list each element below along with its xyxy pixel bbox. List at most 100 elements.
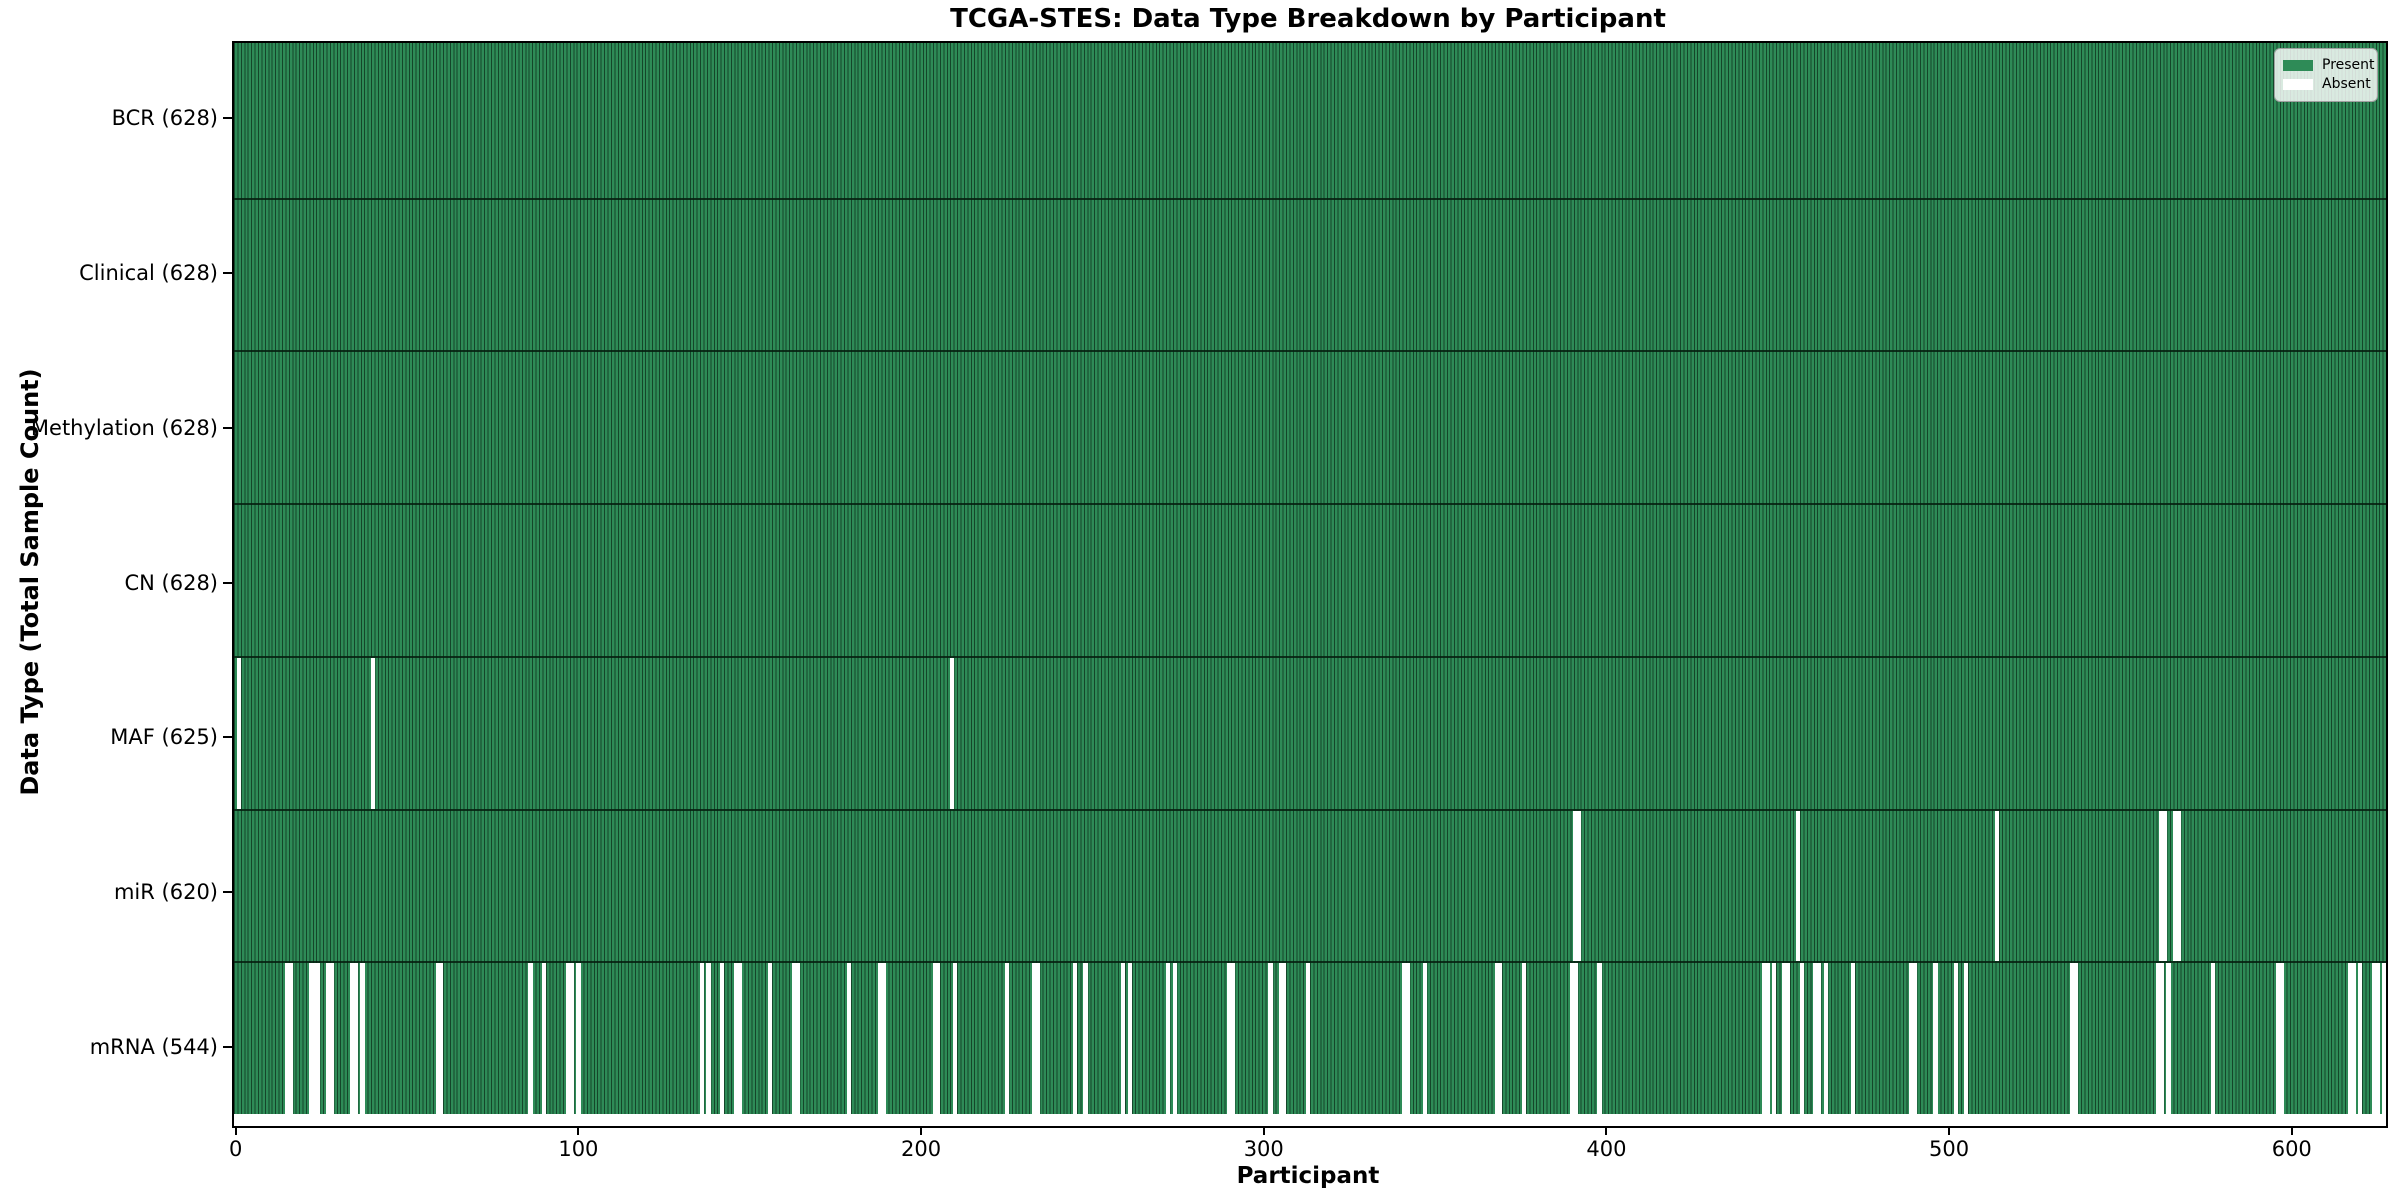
absent-gap	[706, 963, 711, 1114]
absent-gap	[877, 963, 883, 1114]
absent-gap	[1816, 963, 1822, 1114]
absent-gap	[1912, 963, 1917, 1114]
absent-gap	[2073, 963, 2079, 1114]
absent-gap	[1573, 810, 1578, 962]
absent-gap	[1799, 963, 1804, 1114]
absent-gap	[846, 963, 852, 1114]
absent-gap	[881, 963, 886, 1114]
y-tick-label-Methylation: Methylation (628)	[30, 415, 218, 440]
absent-gap	[1953, 963, 1959, 1114]
row-band-Methylation	[234, 350, 2386, 504]
x-tick-label-300: 300	[1243, 1137, 1284, 1161]
absent-gap	[542, 963, 547, 1114]
row-band-CN	[234, 503, 2386, 656]
absent-gap	[1570, 963, 1575, 1114]
absent-gap	[2351, 963, 2356, 1114]
x-axis-title: Participant	[1236, 1163, 1380, 1189]
absent-gap	[1405, 963, 1410, 1114]
y-tick-mark	[223, 426, 232, 429]
absent-gap	[1121, 963, 1126, 1114]
absent-gap	[439, 963, 444, 1114]
absent-gap	[2159, 963, 2164, 1114]
absent-gap	[2156, 963, 2161, 1114]
absent-gap	[2347, 963, 2353, 1114]
x-tick-mark	[234, 1126, 237, 1135]
absent-gap	[720, 963, 725, 1114]
y-tick-label-CN: CN (628)	[124, 570, 218, 595]
absent-gap	[1494, 963, 1499, 1114]
legend-swatch-present	[2283, 60, 2313, 71]
absent-gap	[1306, 963, 1311, 1114]
absent-gap	[435, 963, 441, 1114]
absent-gap	[329, 963, 334, 1114]
absent-gap	[370, 657, 375, 809]
absent-gap	[792, 963, 797, 1114]
x-tick-mark	[1262, 1126, 1265, 1135]
y-tick-mark	[223, 117, 232, 120]
absent-gap	[2275, 963, 2281, 1114]
absent-gap	[360, 963, 365, 1114]
absent-gap	[569, 963, 574, 1114]
absent-gap	[1268, 963, 1273, 1114]
absent-gap	[1004, 963, 1009, 1114]
absent-gap	[936, 963, 941, 1114]
absent-gap	[353, 963, 358, 1114]
x-tick-mark	[1948, 1126, 1951, 1135]
x-tick-mark	[1605, 1126, 1608, 1135]
absent-gap	[2173, 810, 2178, 962]
absent-gap	[949, 657, 955, 809]
absent-gap	[1813, 963, 1818, 1114]
absent-gap	[237, 657, 242, 809]
absent-gap	[1796, 810, 1801, 962]
absent-gap	[699, 963, 704, 1114]
absent-gap	[285, 963, 290, 1114]
chart-title: TCGA-STES: Data Type Breakdown by Partic…	[950, 4, 1666, 34]
x-tick-label-100: 100	[558, 1137, 599, 1161]
absent-gap	[2176, 810, 2181, 962]
absent-gap	[1498, 963, 1503, 1114]
absent-gap	[1035, 963, 1040, 1114]
absent-gap	[2162, 810, 2168, 962]
legend-item-present: Present	[2283, 57, 2375, 74]
legend: Present Absent	[2274, 48, 2378, 102]
y-tick-label-mRNA: mRNA (544)	[89, 1034, 218, 1059]
y-tick-label-miR: miR (620)	[113, 879, 218, 904]
x-tick-label-600: 600	[2271, 1137, 2312, 1161]
absent-gap	[1278, 963, 1284, 1114]
absent-gap	[350, 963, 355, 1114]
row-band-MAF	[234, 655, 2386, 809]
absent-gap	[308, 963, 314, 1114]
absent-gap	[565, 963, 571, 1114]
absent-gap	[1573, 963, 1578, 1114]
absent-gap	[1083, 963, 1088, 1114]
x-tick-mark	[577, 1126, 580, 1135]
absent-gap	[1994, 810, 2000, 962]
absent-gap	[953, 963, 958, 1114]
absent-gap	[1909, 963, 1914, 1114]
absent-gap	[737, 963, 742, 1114]
absent-gap	[2358, 963, 2363, 1114]
absent-gap	[528, 963, 533, 1114]
absent-gap	[1964, 963, 1969, 1114]
absent-gap	[2166, 963, 2171, 1114]
absent-gap	[1782, 963, 1787, 1114]
absent-gap	[1761, 963, 1767, 1114]
absent-gap	[2279, 963, 2284, 1114]
absent-gap	[1402, 963, 1407, 1114]
absent-gap	[1851, 963, 1856, 1114]
x-tick-label-200: 200	[901, 1137, 942, 1161]
y-axis-title: Data Type (Total Sample Count)	[16, 368, 44, 796]
row-band-miR	[234, 808, 2386, 962]
absent-gap	[795, 963, 800, 1114]
y-tick-label-BCR: BCR (628)	[111, 106, 218, 131]
absent-gap	[2371, 963, 2377, 1114]
y-tick-mark	[223, 890, 232, 893]
absent-gap	[1933, 963, 1938, 1114]
row-band-BCR	[234, 43, 2386, 198]
absent-gap	[315, 963, 321, 1114]
absent-gap	[932, 963, 937, 1114]
absent-gap	[2375, 963, 2380, 1114]
y-tick-label-MAF: MAF (625)	[110, 725, 218, 750]
absent-gap	[1282, 963, 1287, 1114]
